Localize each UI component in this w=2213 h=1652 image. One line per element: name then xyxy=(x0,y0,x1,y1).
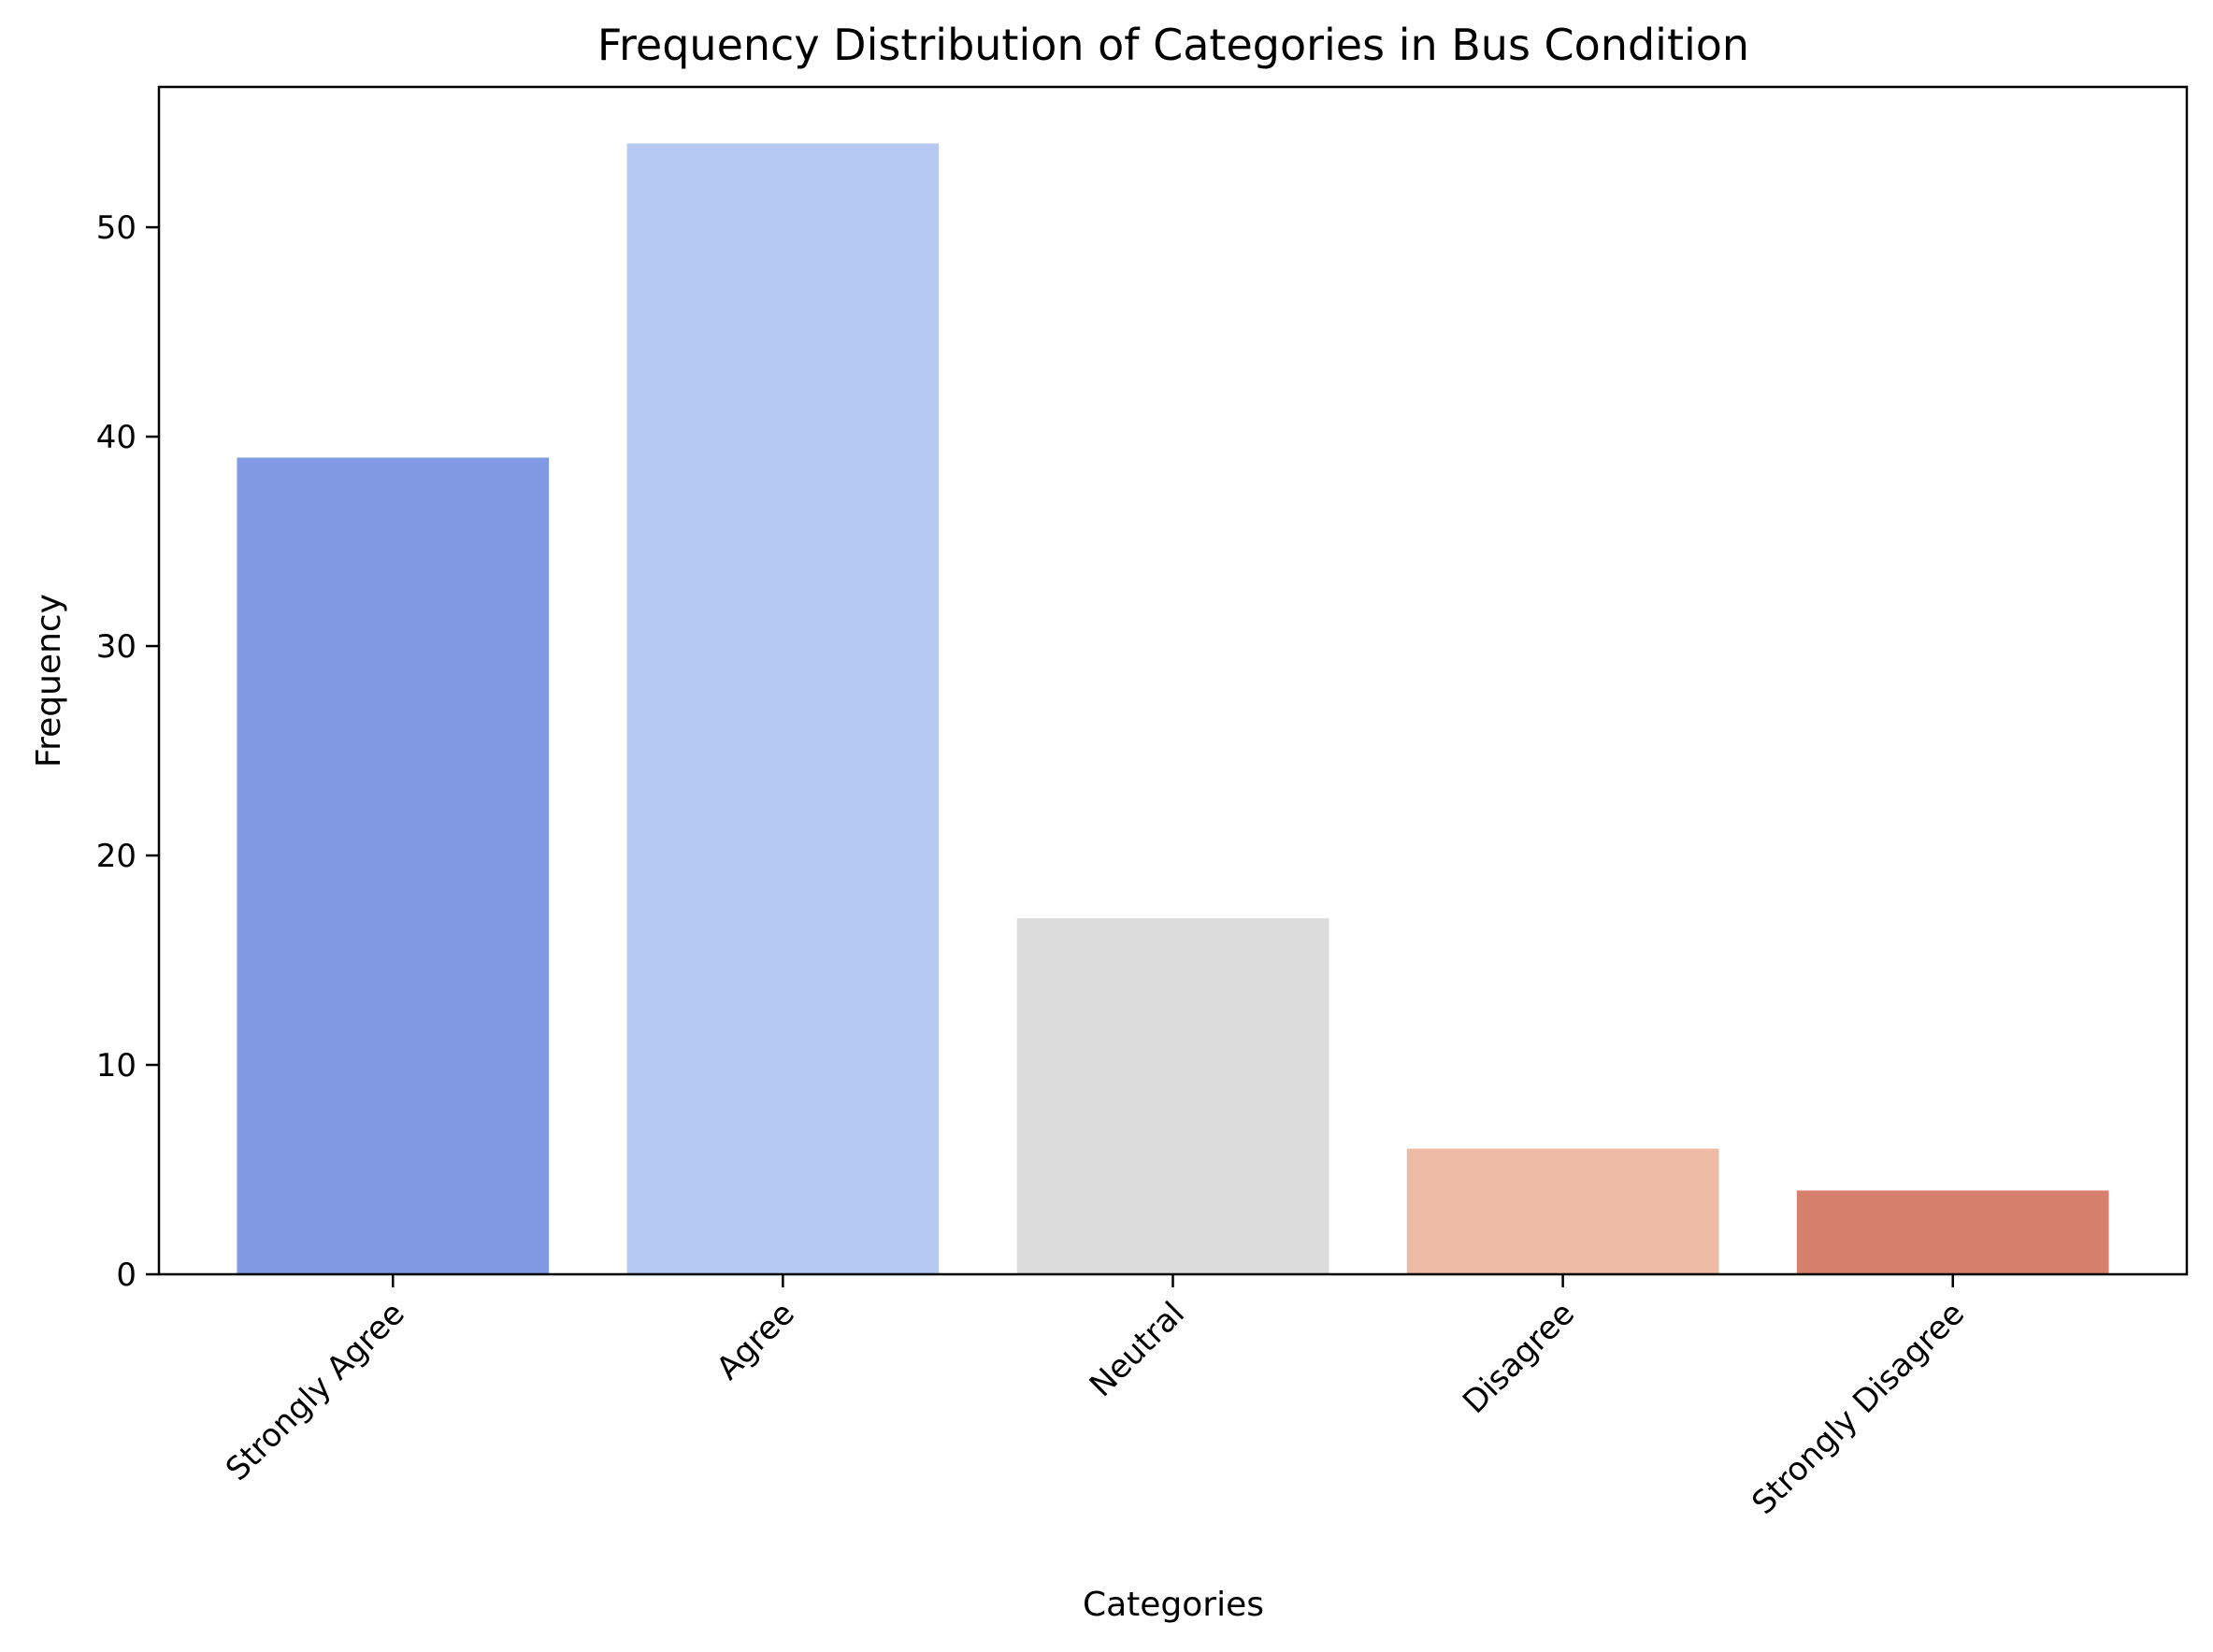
y-axis-label: Frequency xyxy=(30,594,68,768)
y-tick-label: 50 xyxy=(96,209,137,247)
bar-neutral xyxy=(1016,918,1329,1274)
plot-frame xyxy=(157,85,2189,1276)
y-tick-label: 20 xyxy=(96,838,137,875)
y-tick-label: 40 xyxy=(96,419,137,456)
x-axis-label: Categories xyxy=(1083,1586,1264,1624)
x-axis: Strongly Agree Agree Neutral Disagree Strong… xyxy=(219,1274,1972,1522)
chart-title: Frequency Distribution of Categories in … xyxy=(597,20,1749,70)
bar-disagree xyxy=(1406,1148,1719,1274)
x-tick-label: Strongly Agree xyxy=(219,1295,412,1488)
y-tick-label: 30 xyxy=(96,628,137,666)
x-tick-label: Strongly Disagree xyxy=(1745,1295,1972,1522)
x-tick-label: Agree xyxy=(710,1295,802,1387)
bar-strongly-agree xyxy=(237,457,550,1274)
y-axis: 0 10 20 30 40 50 xyxy=(96,209,159,1294)
bar-agree xyxy=(626,143,940,1274)
x-tick-label: Neutral xyxy=(1083,1295,1192,1404)
y-tick-label: 10 xyxy=(96,1047,137,1085)
y-tick-label: 0 xyxy=(116,1257,137,1294)
bars-group xyxy=(237,143,2109,1274)
x-tick-label: Disagree xyxy=(1456,1295,1582,1421)
bar-strongly-disagree xyxy=(1796,1190,2109,1274)
